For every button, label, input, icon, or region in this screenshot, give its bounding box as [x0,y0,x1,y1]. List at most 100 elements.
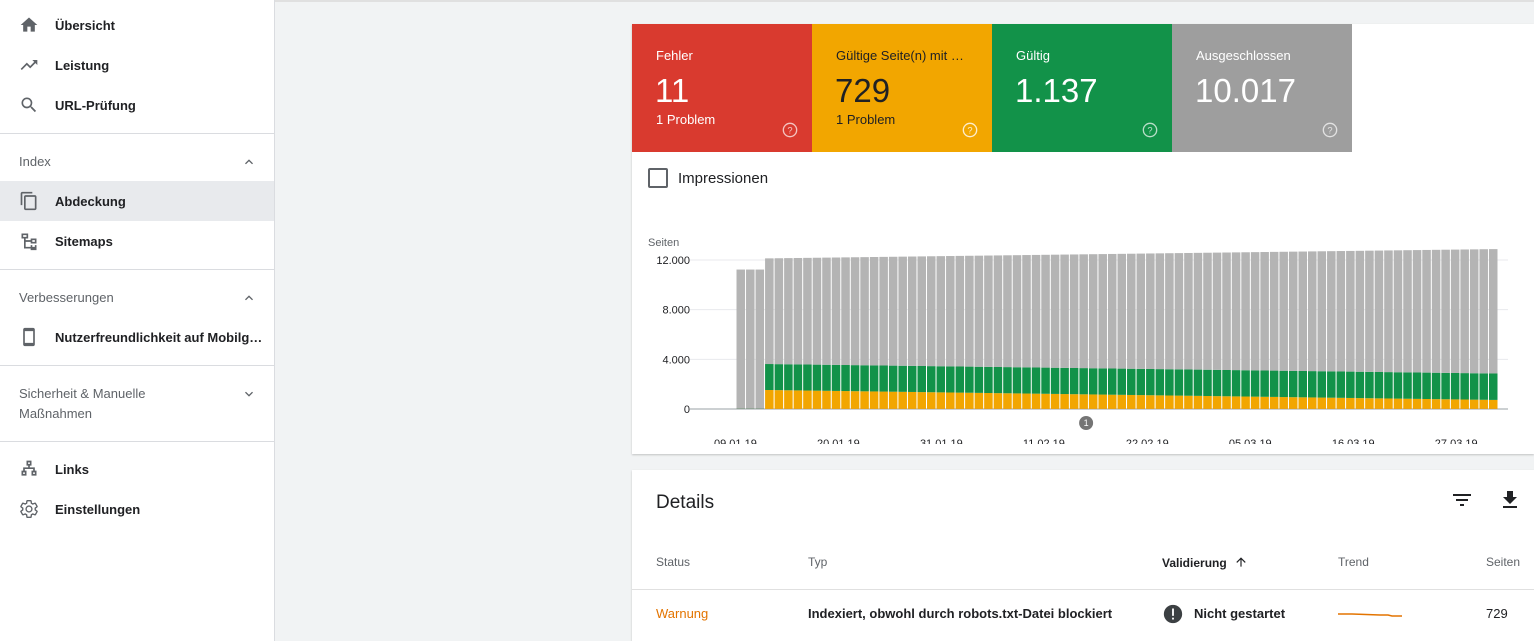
bar-warning [1336,397,1346,409]
bar-valid [1212,369,1222,397]
nav-item-settings[interactable]: Einstellungen [0,489,274,529]
column-header-status[interactable]: Status [656,555,691,569]
trend-sparkline [1338,613,1402,617]
section-header-index[interactable]: Index [0,152,274,172]
section-label: Index [19,154,51,169]
bar-excluded [974,255,984,367]
bar-excluded [850,257,860,366]
bar-excluded [803,257,812,365]
bar-valid [974,366,984,393]
bar-valid [1450,372,1460,400]
bar-excluded [1488,249,1498,374]
svg-text:?: ? [787,125,792,135]
bar-excluded [774,258,784,365]
bar-warning [888,391,898,409]
bar-valid [1165,369,1174,396]
column-header-type[interactable]: Typ [808,555,828,569]
nav-item-sitemaps[interactable]: Sitemaps [0,221,274,261]
bar-warning [803,390,812,409]
nav-item-overview[interactable]: Übersicht [0,5,274,45]
column-header-trend[interactable]: Trend [1338,555,1369,569]
nav-item-mobile-usability[interactable]: Nutzerfreundlichkeit auf Mobilg… [0,317,274,357]
bar-warning [1041,393,1050,409]
bar-valid [1317,371,1327,398]
bar-excluded [1327,251,1336,372]
bar-excluded [965,255,974,367]
bar-valid [1308,371,1317,398]
tile-valid[interactable]: Gültig 1.137 ? [992,24,1172,152]
tile-errors[interactable]: Fehler 11 1 Problem ? [632,24,812,152]
alert-icon [1163,604,1183,624]
bar-valid [1088,368,1098,395]
x-tick-label: 09.01.19 [714,438,757,444]
chevron-down-icon [245,391,253,397]
help-icon[interactable]: ? [962,122,978,138]
column-header-pages[interactable]: Seiten [1486,555,1521,569]
nav-item-coverage[interactable]: Abdeckung [0,181,274,221]
x-tick-label: 05.03.19 [1229,438,1272,444]
bar-warning [1012,393,1022,409]
bar-warning [1250,396,1260,409]
search-icon [21,97,37,113]
bar-valid [1098,368,1107,395]
table-divider [632,589,1534,590]
bar-excluded [1193,252,1203,370]
impressions-toggle[interactable]: Impressionen [648,168,768,188]
bar-excluded [1012,255,1022,368]
help-icon[interactable]: ? [1322,122,1338,138]
bar-valid [955,366,965,393]
bar-valid [841,365,850,392]
filter-icon[interactable] [1450,488,1474,512]
bar-valid [774,364,784,391]
bar-valid [1403,372,1412,399]
svg-text:?: ? [1147,125,1152,135]
section-header-improvements[interactable]: Verbesserungen [0,288,274,308]
bar-excluded [1107,253,1117,369]
bar-warning [1060,394,1069,409]
bar-valid [1193,369,1203,396]
bar-excluded [1003,255,1012,368]
tile-value: 729 [835,72,891,109]
tile-subtext: 1 Problem [656,112,716,127]
bar-warning [927,392,936,409]
bar-warning [955,392,965,409]
bar-excluded [1460,249,1469,374]
bar-valid [860,365,869,392]
bar-excluded [984,255,993,367]
help-icon[interactable]: ? [782,122,798,138]
bar-warning [1393,398,1403,409]
tile-excluded[interactable]: Ausgeschlossen 10.017 ? [1172,24,1352,152]
bar-warning [1069,394,1079,409]
download-icon[interactable] [1498,488,1522,512]
bar-excluded [1365,250,1374,372]
bar-excluded [1155,253,1165,370]
bar-warning [1441,399,1450,409]
section-label-cont: Maßnahmen [19,406,92,421]
help-icon[interactable]: ? [1142,122,1158,138]
nav-item-url-inspection[interactable]: URL-Prüfung [0,85,274,125]
bar-warning [1117,394,1127,409]
nav-item-links[interactable]: Links [0,449,274,489]
nav-item-performance[interactable]: Leistung [0,45,274,85]
column-header-validation[interactable]: Validierung [1162,555,1248,570]
bar-valid [1431,372,1441,400]
bar-valid [1127,368,1136,395]
y-tick-label: 0 [684,404,690,416]
bar-warning [1184,395,1193,409]
bar-warning [1031,393,1041,409]
bar-excluded [1317,251,1327,372]
bar-warning [1346,397,1355,409]
section-header-security[interactable]: Sicherheit & Manuelle Maßnahmen [0,384,274,424]
bar-valid [1336,371,1346,398]
gear-icon [20,500,38,518]
tile-warnings[interactable]: Gültige Seite(n) mit … 729 1 Problem ? [812,24,992,152]
impressions-checkbox[interactable] [648,168,668,188]
bar-valid [1174,369,1184,396]
bar-valid [1079,368,1088,395]
bar-valid [1250,370,1260,397]
bar-warning [812,390,822,409]
bar-warning [793,390,803,409]
bar-excluded [898,256,907,366]
bar-warning [1431,399,1441,409]
section-label: Sicherheit & Manuelle [19,386,146,401]
